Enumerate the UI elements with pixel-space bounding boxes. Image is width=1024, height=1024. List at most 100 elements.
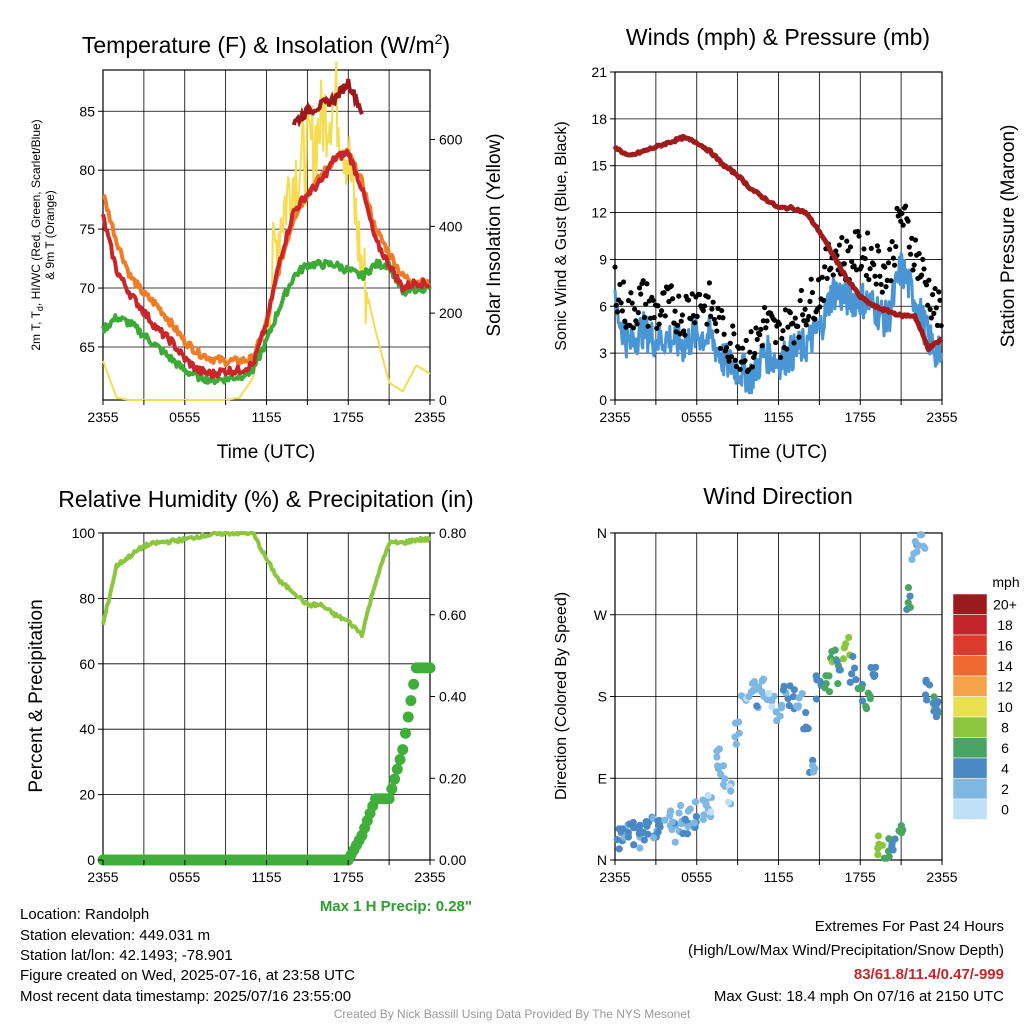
gust-point	[856, 233, 862, 239]
temperature-x-label: Time (UTC)	[217, 442, 316, 463]
direction-point	[714, 762, 722, 770]
temperature-y-tick-label: 80	[79, 162, 95, 178]
direction-point	[668, 818, 676, 826]
gust-point	[656, 321, 662, 327]
direction-point	[809, 756, 817, 765]
gust-point	[796, 334, 802, 340]
direction-point	[836, 666, 844, 674]
direction-point	[699, 815, 708, 824]
gust-point	[636, 285, 643, 291]
speed-legend-label: 2	[1001, 781, 1009, 797]
gust-point	[899, 210, 905, 216]
gust-point	[654, 325, 660, 331]
temperature-series	[101, 61, 432, 401]
wind-x-ticks: 2355 0555 1155 1755 2355	[599, 400, 958, 425]
direction-point	[897, 829, 906, 837]
direction-point	[654, 828, 662, 836]
gust-point	[851, 263, 857, 269]
direction-point	[655, 816, 663, 825]
gust-point	[893, 243, 899, 250]
direction-point	[852, 676, 860, 684]
speed-legend-swatch	[952, 675, 988, 697]
gust-point	[758, 326, 764, 332]
gust-point	[618, 300, 624, 306]
direction-point	[825, 688, 834, 696]
gust-point	[747, 349, 753, 355]
direction-point	[644, 830, 652, 838]
speed-legend-swatch	[952, 757, 988, 779]
direction-point	[759, 675, 768, 683]
direction-point	[862, 705, 871, 713]
gust-point	[732, 357, 738, 363]
gust-point	[750, 354, 757, 361]
gust-point	[800, 312, 806, 318]
direction-point	[630, 841, 638, 849]
wind-y-tick-label: 9	[599, 251, 607, 267]
gust-point	[858, 263, 865, 269]
direction-point	[758, 688, 766, 696]
wind-x-tick-label: 1755	[845, 409, 876, 425]
wind-y-ticks: 0 3 6 9 12 15 18 21	[591, 64, 615, 408]
gust-point	[682, 332, 688, 338]
direction-point	[849, 652, 857, 661]
direction-y-ticks: N E S W N	[594, 525, 615, 868]
humidity-x-tick-label: 2355	[87, 869, 118, 885]
gust-point	[803, 322, 809, 328]
gust-point	[797, 297, 803, 304]
direction-point	[871, 671, 879, 679]
speed-legend-label: 20+	[993, 596, 1017, 612]
gust-point	[620, 279, 627, 285]
direction-point	[768, 696, 776, 704]
gust-point	[662, 313, 668, 319]
direction-point	[649, 834, 658, 842]
sonic-wind-line	[613, 251, 944, 395]
gust-point	[849, 258, 855, 265]
humidity-x-tick-label: 0555	[169, 869, 200, 885]
gust-point	[819, 274, 825, 280]
direction-point	[812, 695, 821, 703]
heat-index-line	[291, 78, 364, 128]
direction-point	[812, 672, 820, 680]
direction-point	[613, 835, 621, 844]
gust-point	[763, 325, 769, 331]
gust-point	[650, 297, 656, 303]
gust-point	[792, 315, 798, 321]
temperature-x-tick-label: 2355	[414, 409, 445, 425]
gust-point	[830, 272, 836, 278]
wind-title: Winds (mph) & Pressure (mb)	[626, 24, 930, 50]
temperature-panel: Temperature (F) & Insolation (W/m2) 65 70…	[29, 31, 505, 463]
gust-point	[710, 299, 716, 305]
direction-point	[640, 836, 648, 844]
direction-y-tick-label: N	[597, 525, 607, 541]
humidity-y-tick-label: 100	[72, 525, 96, 541]
direction-point	[615, 845, 623, 853]
insolation-y-label: Solar Insolation (Yellow)	[484, 133, 505, 336]
speed-legend-swatch	[952, 778, 988, 800]
gust-point	[619, 308, 625, 314]
wind-y-tick-label: 12	[591, 205, 607, 221]
direction-point	[790, 686, 798, 694]
gust-point	[824, 275, 830, 281]
direction-y-tick-label: W	[594, 607, 608, 623]
gust-point	[866, 276, 872, 283]
gust-point	[644, 281, 650, 287]
temperature-y-tick-label: 75	[79, 221, 95, 237]
gust-point	[931, 310, 937, 317]
gust-point	[643, 301, 649, 307]
speed-legend: 20+ 18 16 14 12 10 8 6 4 2 0	[952, 593, 1017, 820]
gust-point	[752, 350, 758, 357]
gust-point	[689, 291, 695, 297]
direction-point	[839, 655, 847, 663]
gust-point	[916, 250, 922, 257]
gust-point	[723, 345, 730, 351]
precipitation-point	[389, 773, 401, 785]
humidity-x-tick-label: 1155	[251, 869, 281, 885]
gust-point	[844, 238, 850, 244]
direction-point	[854, 685, 862, 693]
direction-point	[719, 762, 728, 770]
gust-point	[836, 242, 843, 248]
direction-point	[784, 695, 792, 703]
temperature-x-tick-label: 0555	[169, 409, 200, 425]
gust-point	[927, 306, 933, 312]
gust-point	[847, 244, 854, 250]
